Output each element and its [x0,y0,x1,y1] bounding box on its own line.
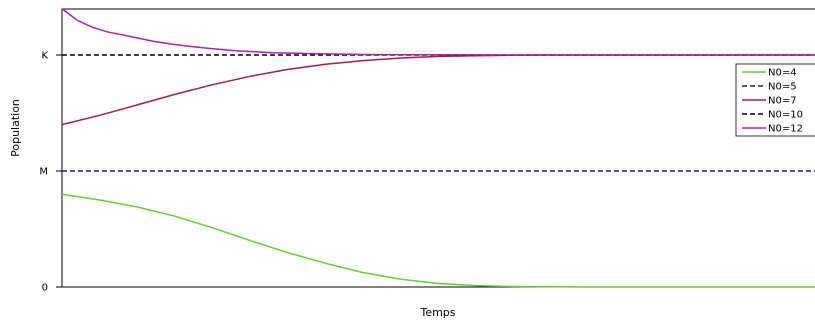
series-lines [61,8,815,288]
legend: N0=4 N0=5 N0=7 N0=10 N0=12 [735,63,815,137]
series-line-n0-4 [61,193,815,288]
y-axis-label: Population [9,99,22,157]
y-tick-label: 0 [42,283,48,294]
y-tick-label: K [41,51,48,62]
series-line-n0-7 [61,54,815,126]
y-ticks: 0 M K [39,51,62,294]
series-line-n0-12 [61,8,815,56]
legend-entry: N0=12 [768,124,803,135]
legend-entry: N0=4 [768,68,797,79]
legend-entry: N0=5 [768,82,797,93]
y-tick-label: M [39,167,48,178]
x-axis-label: Temps [419,306,455,319]
legend-entry: N0=7 [768,96,797,107]
plot-frame [61,8,815,288]
legend-entry: N0=10 [768,110,803,121]
